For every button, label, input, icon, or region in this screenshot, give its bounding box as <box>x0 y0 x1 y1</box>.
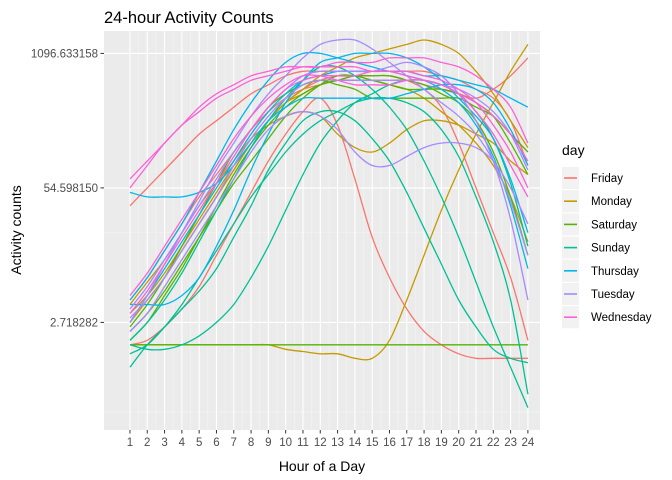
series-line-tuesday <box>129 38 529 323</box>
x-tick-label: 20 <box>452 437 465 449</box>
series-line-tuesday <box>129 111 529 332</box>
x-tick-label: 22 <box>487 437 500 449</box>
x-tick-label: 11 <box>297 437 309 449</box>
series-line-sunday <box>129 64 529 408</box>
legend-label-thursday: Thursday <box>591 266 639 278</box>
plot-panel <box>104 31 540 430</box>
x-axis-ticks: 1 2 3 4 5 6 7 8 9 10 11 12 13 14 15 16 17 18 19 20 21 22 23 24 <box>127 430 535 449</box>
series-line-thursday <box>129 52 529 306</box>
y-tick-label: 1096.633158 <box>31 48 98 60</box>
x-tick-label: 15 <box>366 437 379 449</box>
series-line-friday <box>129 97 528 360</box>
x-tick-label: 19 <box>435 437 448 449</box>
y-axis-title: Activity counts <box>8 185 24 274</box>
series-lines <box>129 38 529 408</box>
x-tick-label: 24 <box>521 437 534 449</box>
x-tick-label: 4 <box>179 437 186 449</box>
chart-title: 24-hour Activity Counts <box>104 9 274 27</box>
legend-label-friday: Friday <box>591 173 623 185</box>
y-axis-ticks: 2.718282 54.598150 1096.633158 <box>31 48 104 329</box>
series-line-wednesday <box>129 70 529 314</box>
legend-title: day <box>562 142 585 158</box>
x-tick-label: 23 <box>504 437 517 449</box>
x-tick-label: 21 <box>470 437 483 449</box>
y-tick-label: 2.718282 <box>50 317 98 329</box>
legend: day Friday Monday Saturday Sunday Thursday Tu… <box>562 142 652 329</box>
legend-label-tuesday: Tuesday <box>591 289 635 301</box>
x-tick-label: 9 <box>265 437 271 449</box>
x-tick-label: 16 <box>383 437 396 449</box>
major-gridlines <box>104 31 540 430</box>
x-tick-label: 18 <box>418 437 431 449</box>
minor-gridlines <box>104 31 540 430</box>
x-tick-label: 5 <box>196 437 202 449</box>
x-tick-label: 3 <box>161 437 167 449</box>
series-line-wednesday <box>129 74 529 296</box>
x-axis-title: Hour of a Day <box>279 458 365 474</box>
series-line-wednesday <box>129 56 529 189</box>
x-tick-label: 1 <box>127 437 133 449</box>
series-line-tuesday <box>129 61 529 310</box>
x-tick-label: 2 <box>144 437 150 449</box>
legend-label-saturday: Saturday <box>591 219 637 231</box>
x-tick-label: 13 <box>331 437 344 449</box>
x-tick-label: 10 <box>279 437 292 449</box>
series-line-thursday <box>129 70 529 323</box>
legend-label-monday: Monday <box>591 196 632 208</box>
legend-label-sunday: Sunday <box>591 243 630 255</box>
x-tick-label: 17 <box>400 437 413 449</box>
x-tick-label: 8 <box>248 437 254 449</box>
series-line-thursday <box>129 83 529 198</box>
x-tick-label: 6 <box>213 437 219 449</box>
x-tick-label: 12 <box>314 437 327 449</box>
legend-label-wednesday: Wednesday <box>591 312 652 324</box>
x-tick-label: 14 <box>348 437 361 449</box>
x-tick-label: 7 <box>231 437 237 449</box>
y-tick-label: 54.598150 <box>44 183 98 195</box>
series-line-sunday <box>129 109 529 368</box>
